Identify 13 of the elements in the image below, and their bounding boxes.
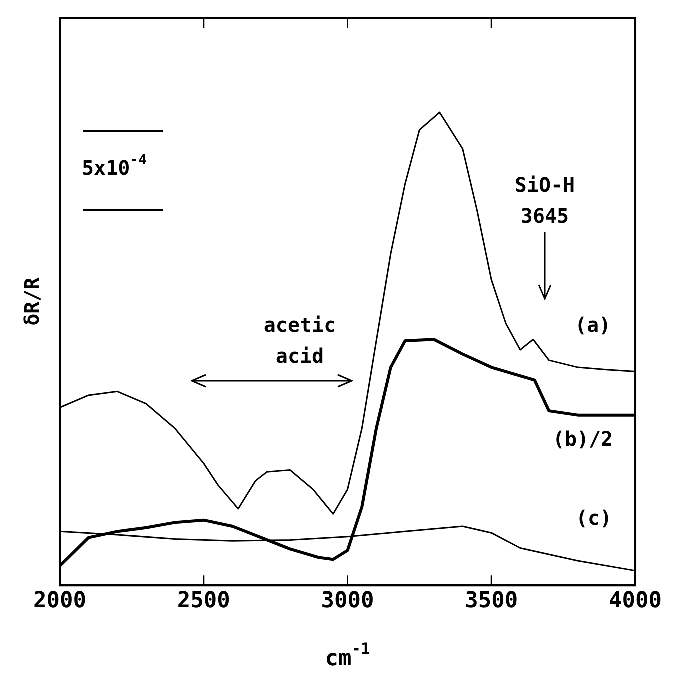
annotation: acid (276, 344, 324, 368)
x-tick-label: 3000 (321, 588, 374, 614)
annotation: (c) (576, 506, 612, 530)
x-tick-label: 4000 (609, 588, 662, 614)
x-tick-label: 2000 (34, 588, 86, 614)
annotation: (b)/2 (552, 427, 614, 452)
x-tick-label: 3500 (465, 588, 518, 614)
annotation: acetic (264, 313, 336, 338)
annotation: 3645 (520, 204, 570, 228)
annotation: (a) (574, 313, 612, 338)
x-tick-label: 2500 (177, 588, 230, 614)
y-axis-title: δR/R (20, 276, 44, 326)
annotation: SiO-H (514, 173, 576, 198)
